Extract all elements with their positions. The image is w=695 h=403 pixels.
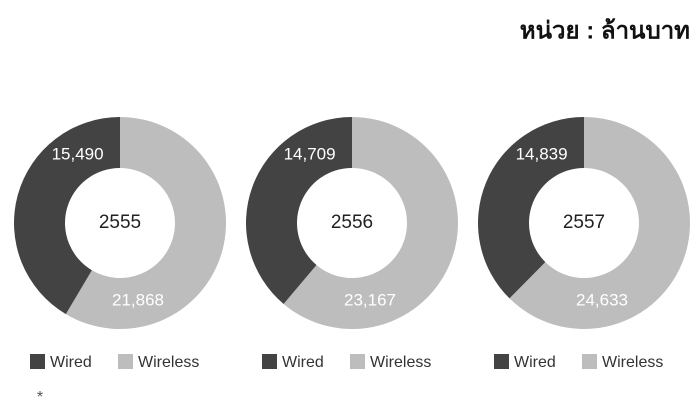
value-label: 14,709 bbox=[284, 145, 336, 164]
value-label: 15,490 bbox=[52, 145, 104, 164]
value-label: 23,167 bbox=[344, 290, 396, 309]
legend-label: Wireless bbox=[138, 354, 199, 371]
legend-swatch bbox=[582, 354, 597, 369]
footnote: * bbox=[37, 389, 43, 403]
legend-swatch bbox=[30, 354, 45, 369]
legend-swatch bbox=[118, 354, 133, 369]
unit-label: หน่วย : ล้านบาท bbox=[520, 17, 690, 44]
legend-swatch bbox=[350, 354, 365, 369]
donut-segment bbox=[478, 117, 584, 299]
chart-title: 2557 bbox=[563, 212, 605, 233]
legend-swatch bbox=[494, 354, 509, 369]
legend-label: Wired bbox=[282, 354, 324, 371]
donut-segment bbox=[283, 117, 459, 329]
donut-segment bbox=[509, 117, 691, 329]
legend-label: Wired bbox=[50, 354, 92, 371]
donut-segment bbox=[245, 117, 352, 304]
legend-label: Wired bbox=[514, 354, 556, 371]
legend-label: Wireless bbox=[370, 354, 431, 371]
legend-label: Wireless bbox=[602, 354, 663, 371]
donut-segment bbox=[14, 117, 121, 315]
donut-segment bbox=[65, 117, 227, 330]
value-label: 14,839 bbox=[516, 145, 568, 164]
legend-swatch bbox=[262, 354, 277, 369]
chart-title: 2556 bbox=[331, 212, 373, 233]
chart-title: 2555 bbox=[99, 212, 141, 233]
value-label: 21,868 bbox=[112, 290, 164, 309]
value-label: 24,633 bbox=[576, 290, 628, 309]
